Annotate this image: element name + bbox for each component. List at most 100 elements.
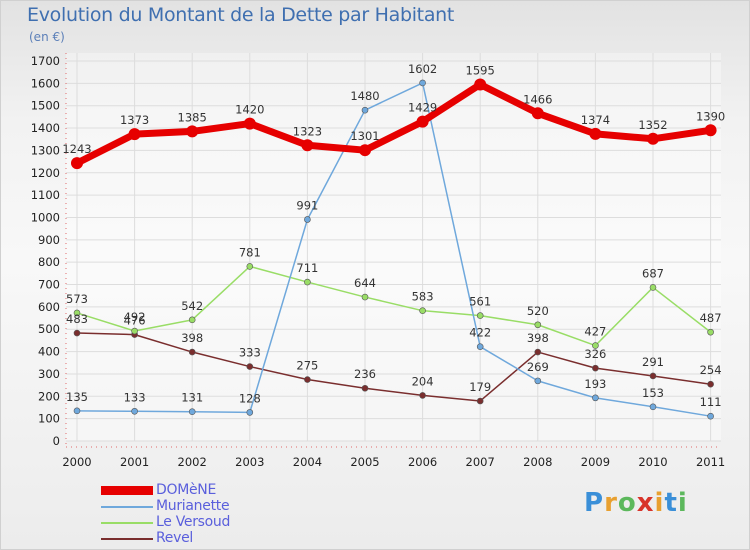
data-point-domene [416,115,429,128]
data-point-le-versoud [476,312,484,319]
y-tick-label: 100 [38,412,60,426]
x-tick-label: 2008 [523,455,552,469]
data-label-revel: 398 [527,331,549,345]
logo-letter: t [664,488,678,518]
data-label-revel: 326 [584,347,606,361]
data-label-murianette: 269 [527,360,549,374]
x-tick-label: 2006 [408,455,437,469]
y-tick-label: 800 [38,255,60,269]
logo-letter: i [677,488,688,518]
data-point-le-versoud [534,321,542,329]
data-point-murianette [304,216,311,223]
y-tick-label: 500 [38,322,60,336]
data-point-le-versoud [246,263,254,270]
series-line-revel [76,332,711,402]
data-point-domene [243,117,256,130]
data-label-murianette: 131 [181,391,203,405]
data-label-le-versoud: 644 [354,276,376,290]
data-point-murianette [592,394,599,402]
data-point-domene [647,132,659,145]
x-tick-label: 2002 [178,455,207,469]
data-point-revel [361,384,369,392]
data-label-murianette: 135 [66,390,88,404]
data-label-domene: 1301 [350,129,379,143]
data-point-murianette [73,407,81,415]
legend-swatch-murianette [101,506,153,508]
data-point-domene [474,78,487,91]
data-point-revel [419,392,426,399]
data-label-murianette: 1480 [350,89,379,103]
x-tick-label: 2011 [696,455,725,469]
proxiti-logo: Proxiti [584,488,688,518]
data-point-murianette [476,343,484,350]
data-point-domene [128,128,141,141]
data-point-revel [649,372,657,380]
data-label-murianette: 153 [642,386,664,400]
y-tick-label: 1700 [31,54,60,68]
data-label-murianette: 111 [700,395,722,409]
x-tick-label: 2003 [235,455,264,469]
data-point-domene [589,127,602,140]
data-point-le-versoud [419,307,426,314]
data-point-domene [704,124,717,137]
data-point-revel [476,397,484,405]
y-tick-label: 1600 [31,76,60,90]
logo-letter: r [604,488,618,518]
x-tick-label: 2009 [581,455,610,469]
data-point-le-versoud [73,309,81,317]
data-label-murianette: 422 [469,326,491,340]
data-label-domene: 1323 [293,124,322,138]
y-tick-label: 200 [38,389,60,403]
y-tick-label: 1200 [31,166,60,180]
x-tick-label: 2001 [120,455,149,469]
data-label-domene: 1385 [178,110,207,124]
data-point-revel [188,348,196,356]
x-tick-label: 2000 [62,455,91,469]
series-line-murianette [76,82,711,417]
data-point-le-versoud [649,284,657,291]
y-tick-label: 0 [53,434,60,448]
logo-letter: o [617,488,637,518]
logo-letter: x [636,488,655,518]
data-point-le-versoud [304,278,311,286]
data-point-le-versoud [188,316,196,324]
data-point-revel [592,364,599,372]
y-tick-label: 700 [38,278,60,292]
y-tick-label: 400 [38,345,60,359]
data-label-le-versoud: 583 [412,290,434,304]
data-label-domene: 1352 [638,118,667,132]
data-point-murianette [419,79,426,87]
logo-letter: P [584,488,605,518]
data-point-murianette [649,403,657,411]
data-point-domene [359,144,371,157]
legend-swatch-revel [101,538,153,540]
data-label-murianette: 128 [239,391,261,405]
data-label-le-versoud: 542 [181,299,203,313]
data-label-le-versoud: 561 [469,295,491,309]
data-point-revel [304,376,311,383]
data-label-murianette: 133 [124,390,146,404]
series-line-le-versoud [76,265,712,347]
data-label-revel: 204 [412,374,434,388]
logo-letter: i [654,488,665,518]
y-tick-label: 1400 [31,121,60,135]
data-point-le-versoud [592,342,599,349]
data-point-murianette [188,408,196,416]
legend-label-murianette: Murianette [156,498,230,514]
data-label-le-versoud: 492 [124,310,146,324]
data-label-domene: 1243 [62,142,91,156]
data-point-revel [73,329,81,337]
data-point-domene [71,157,83,170]
data-label-revel: 275 [296,359,318,373]
data-point-le-versoud [131,327,138,335]
data-point-murianette [246,409,254,416]
data-label-domene: 1373 [120,113,149,127]
data-label-revel: 476 [124,314,146,328]
legend-swatch-le-versoud [101,522,153,524]
data-point-le-versoud [707,328,714,336]
data-label-revel: 236 [354,367,376,381]
data-label-domene: 1374 [581,113,610,127]
x-tick-label: 2004 [293,455,322,469]
